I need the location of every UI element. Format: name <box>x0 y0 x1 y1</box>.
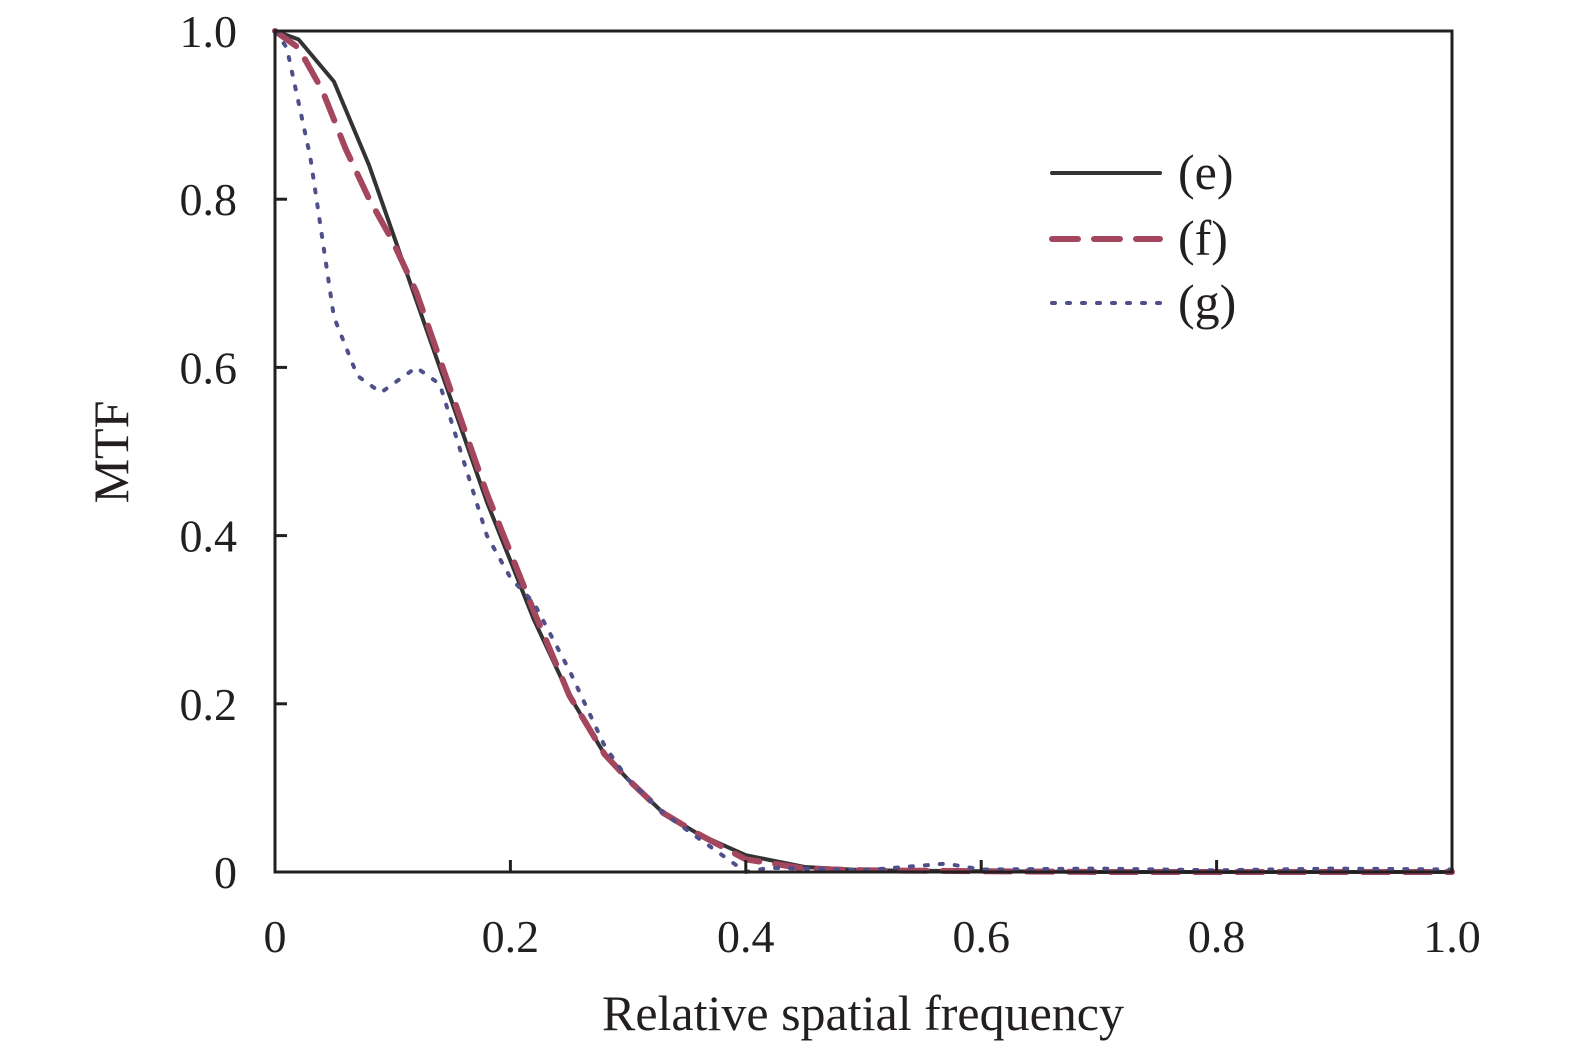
series-lines <box>272 28 1455 875</box>
y-tick-label: 0.2 <box>180 679 238 730</box>
legend: (e) (f) (g) <box>1049 144 1236 330</box>
x-tick-label: 1.0 <box>1423 911 1481 962</box>
y-tick-label: 1.0 <box>180 6 238 57</box>
x-axis-label: Relative spatial frequency <box>602 985 1124 1041</box>
legend-label-1: (f) <box>1178 210 1228 266</box>
y-axis-label: MTF <box>83 401 139 504</box>
y-tick-label: 0.4 <box>180 511 238 562</box>
x-tick-label: 0.8 <box>1188 911 1246 962</box>
y-tick-label: 0 <box>214 847 237 898</box>
x-tick-label: 0.4 <box>717 911 775 962</box>
y-tick-label: 0.8 <box>180 174 238 225</box>
x-tick-label: 0.6 <box>952 911 1010 962</box>
series-line-0 <box>273 29 1454 874</box>
plot-frame <box>273 29 1454 874</box>
legend-label-2: (g) <box>1178 274 1236 330</box>
legend-label-0: (e) <box>1178 144 1234 200</box>
series-line-2 <box>273 29 1454 874</box>
x-axis: 0 0.2 0.4 0.6 0.8 1.0 <box>264 860 1481 962</box>
y-tick-label: 0.6 <box>180 342 238 393</box>
x-tick-label: 0 <box>264 911 287 962</box>
series-line-1 <box>272 28 1455 875</box>
x-tick-label: 0.2 <box>482 911 540 962</box>
y-axis: 0 0.2 0.4 0.6 0.8 1.0 <box>180 6 287 898</box>
